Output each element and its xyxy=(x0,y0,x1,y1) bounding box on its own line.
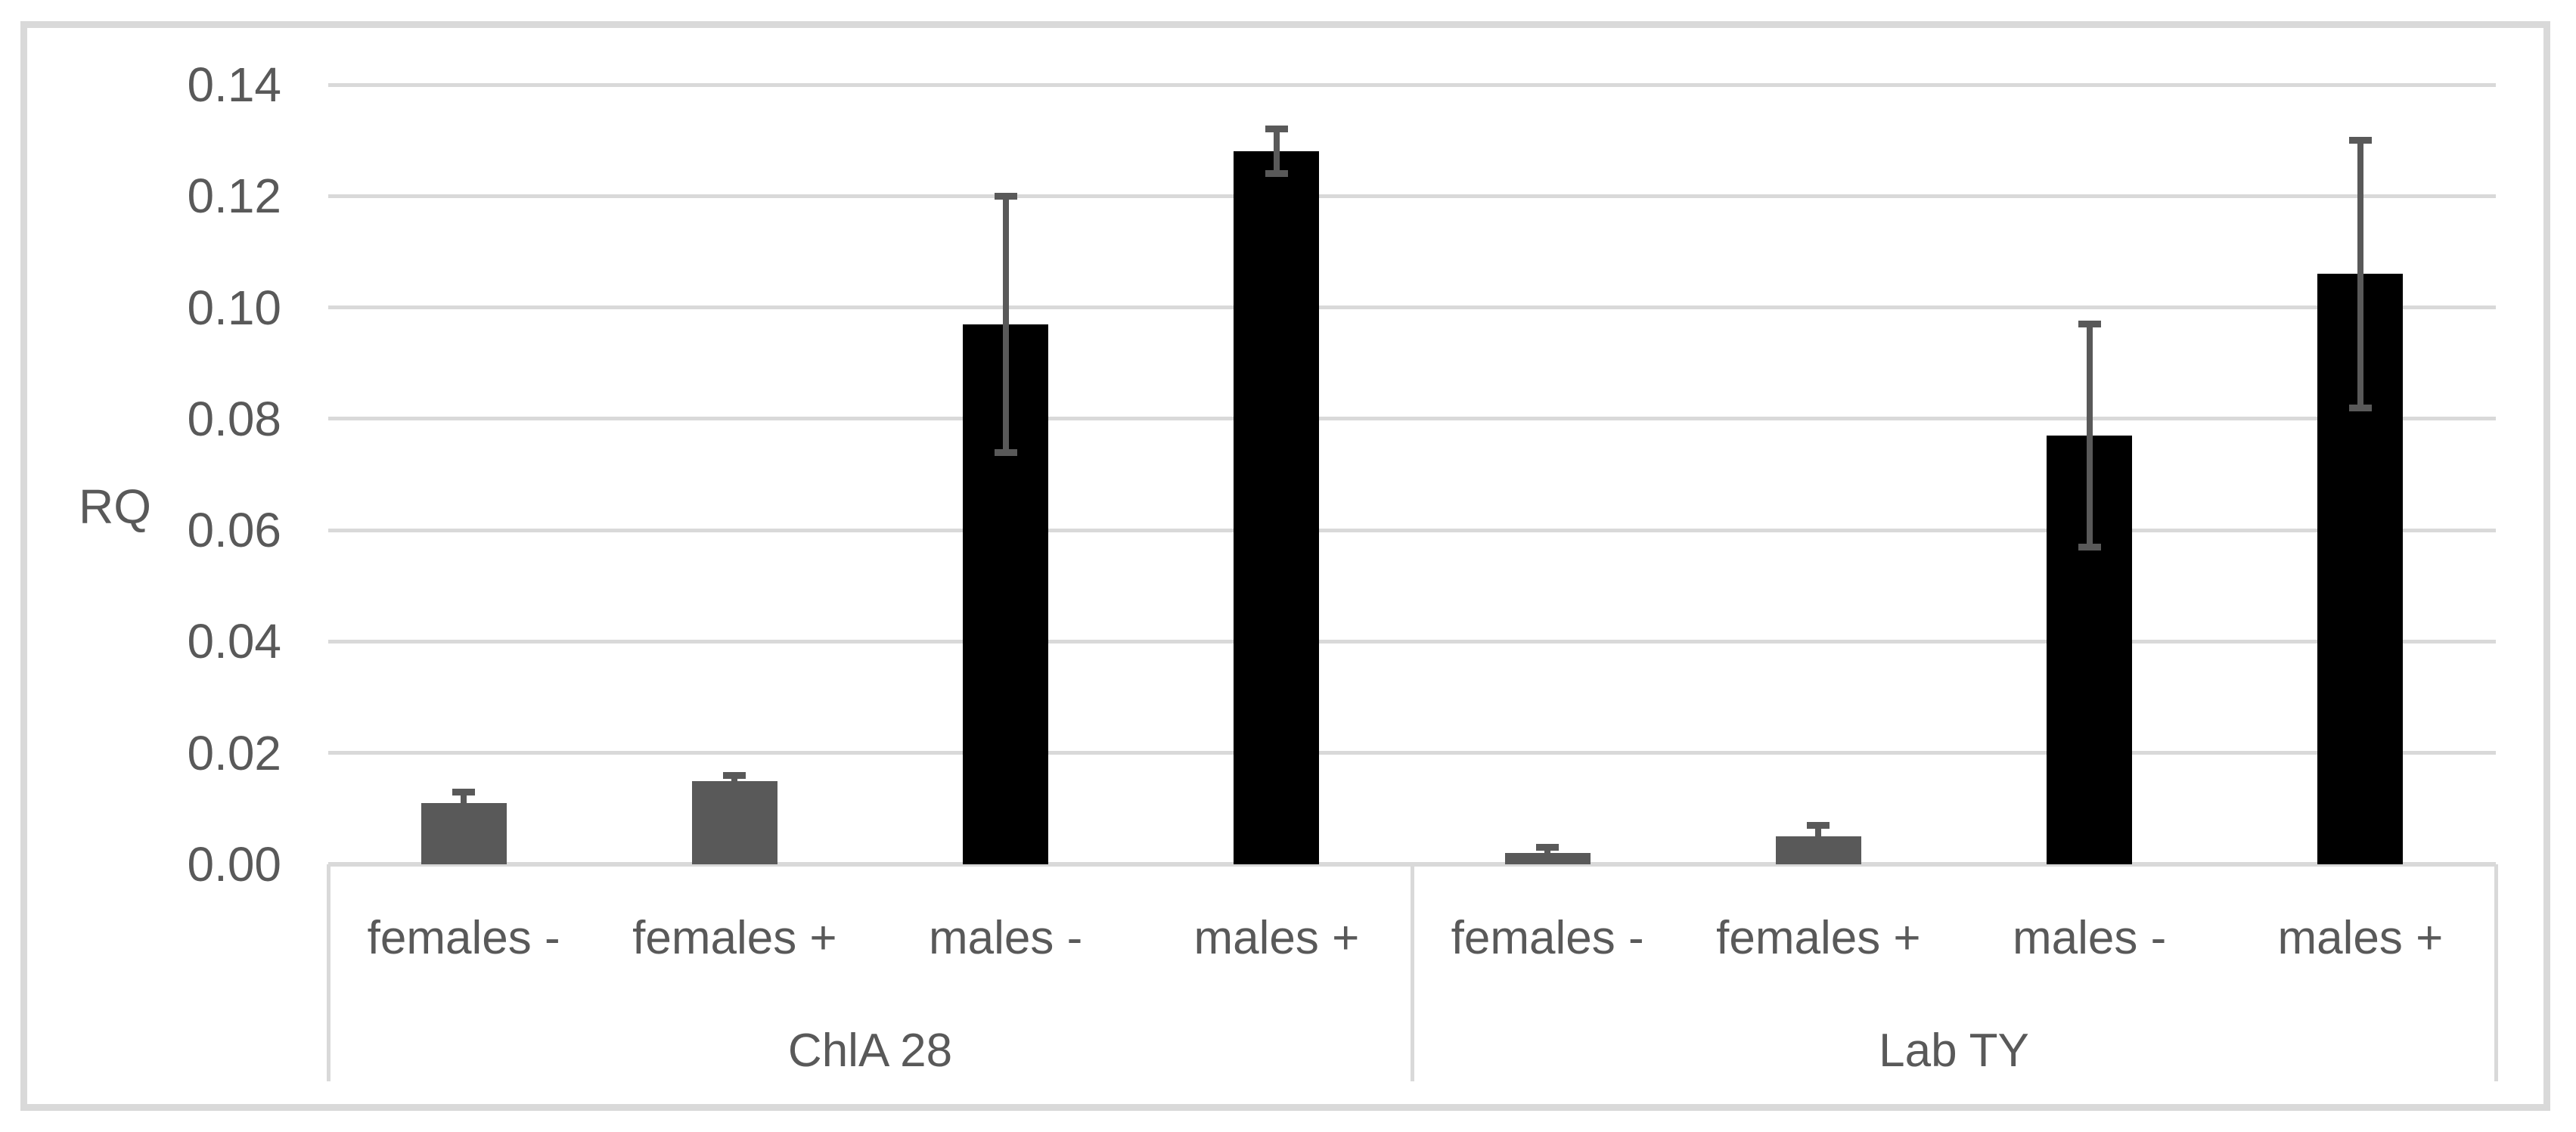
error-bar-cap-top-lab-ty-females-minus xyxy=(1536,844,1560,851)
y-axis-tick-label: 0.10 xyxy=(187,280,281,335)
error-bar-line-lab-ty-females-plus xyxy=(1815,825,1822,848)
axis-table-divider xyxy=(2494,864,2498,1081)
x-axis-category-label: males + xyxy=(2277,912,2444,964)
gridline xyxy=(328,82,2496,87)
x-axis-category-label: females + xyxy=(1716,912,1921,964)
y-axis-tick-label: 0.00 xyxy=(187,837,281,892)
error-bar-cap-bottom-chla-28-males-minus xyxy=(994,448,1017,456)
error-bar-cap-top-lab-ty-males-plus xyxy=(2348,137,2372,144)
error-bar-cap-top-lab-ty-females-plus xyxy=(1807,821,1830,829)
y-axis-tick-label: 0.12 xyxy=(187,169,281,224)
error-bar-line-lab-ty-males-minus xyxy=(2086,324,2093,547)
x-axis-category-label: females + xyxy=(632,912,837,964)
error-bar-cap-top-chla-28-females-minus xyxy=(452,788,476,796)
gridline xyxy=(328,305,2496,310)
error-bar-cap-bottom-lab-ty-males-minus xyxy=(2078,543,2101,550)
x-axis-category-label: females - xyxy=(367,912,560,964)
error-bar-line-lab-ty-females-minus xyxy=(1544,847,1551,859)
gridline xyxy=(328,194,2496,198)
y-axis-title: RQ xyxy=(79,479,151,534)
gridline xyxy=(328,417,2496,421)
error-bar-line-chla-28-males-minus xyxy=(1002,196,1009,453)
x-axis-group-label: Lab TY xyxy=(1879,1025,2029,1077)
bar-chla-28-males-plus xyxy=(1234,151,1320,864)
error-bar-cap-top-chla-28-females-plus xyxy=(723,771,746,779)
error-bar-line-chla-28-males-plus xyxy=(1273,129,1280,174)
error-bar-cap-top-chla-28-males-plus xyxy=(1265,126,1288,133)
y-axis-tick-label: 0.14 xyxy=(187,57,281,112)
bar-chla-28-females-plus xyxy=(691,780,777,864)
error-bar-line-chla-28-females-plus xyxy=(731,775,738,786)
error-bar-cap-bottom-lab-ty-females-plus xyxy=(1807,844,1830,851)
y-axis-tick-label: 0.02 xyxy=(187,725,281,780)
x-axis-category-label: males - xyxy=(928,912,1083,964)
error-bar-cap-bottom-chla-28-males-plus xyxy=(1265,170,1288,178)
y-axis-tick-label: 0.04 xyxy=(187,614,281,669)
y-axis-tick-label: 0.08 xyxy=(187,391,281,446)
error-bar-cap-bottom-chla-28-females-minus xyxy=(452,811,476,818)
x-axis-category-label: females - xyxy=(1451,912,1644,964)
error-bar-cap-bottom-lab-ty-males-plus xyxy=(2348,404,2372,411)
error-bar-cap-top-chla-28-males-minus xyxy=(994,192,1017,200)
axis-table-divider xyxy=(326,864,331,1081)
error-bar-cap-bottom-lab-ty-females-minus xyxy=(1536,855,1560,863)
x-axis-category-label: males + xyxy=(1193,912,1360,964)
error-bar-line-lab-ty-males-plus xyxy=(2357,140,2363,408)
gridline xyxy=(328,639,2496,644)
error-bar-line-chla-28-females-minus xyxy=(461,792,467,814)
x-axis-group-label: ChlA 28 xyxy=(787,1025,953,1077)
gridline xyxy=(328,528,2496,532)
gridline xyxy=(328,751,2496,755)
error-bar-cap-bottom-chla-28-females-plus xyxy=(723,783,746,790)
y-axis-tick-label: 0.06 xyxy=(187,503,281,558)
x-axis-category-label: males - xyxy=(2012,912,2167,964)
axis-table-divider xyxy=(1410,864,1414,1081)
error-bar-cap-top-lab-ty-males-minus xyxy=(2078,321,2101,328)
